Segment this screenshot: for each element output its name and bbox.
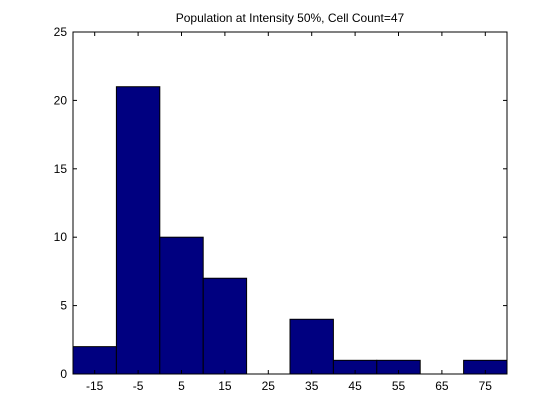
- histogram-bar: [72, 346, 117, 375]
- bars-layer: [72, 86, 508, 375]
- histogram-bar: [202, 277, 248, 375]
- x-tick-label: 45: [348, 379, 362, 393]
- x-tick-label: 15: [218, 379, 232, 393]
- x-tick-label: 5: [178, 379, 185, 393]
- axes-box: [72, 31, 508, 375]
- x-tick-label: 35: [305, 379, 319, 393]
- histogram-bar: [289, 318, 334, 375]
- x-tick-label: 25: [262, 379, 276, 393]
- x-tick-label: -5: [133, 379, 144, 393]
- y-tick-label: 20: [54, 93, 68, 107]
- y-tick-label: 5: [60, 299, 67, 313]
- y-tick-label: 10: [54, 230, 68, 244]
- histogram-bar: [159, 236, 204, 375]
- x-tick-label: 65: [435, 379, 449, 393]
- ticks-layer: 0 5 10 15 20 25 -15 -5 5 15 25 35 45 55 65 75: [54, 25, 507, 393]
- chart-title: Population at Intensity 50%, Cell Count=…: [176, 11, 405, 25]
- y-tick-label: 15: [54, 162, 68, 176]
- y-tick-label: 0: [60, 367, 67, 381]
- axes-layer: [72, 31, 508, 375]
- y-tick-label: 25: [54, 25, 68, 39]
- histogram-bar: [115, 86, 161, 375]
- x-tick-label: 55: [392, 379, 406, 393]
- x-tick-label: -15: [86, 379, 104, 393]
- x-tick-label: 75: [479, 379, 493, 393]
